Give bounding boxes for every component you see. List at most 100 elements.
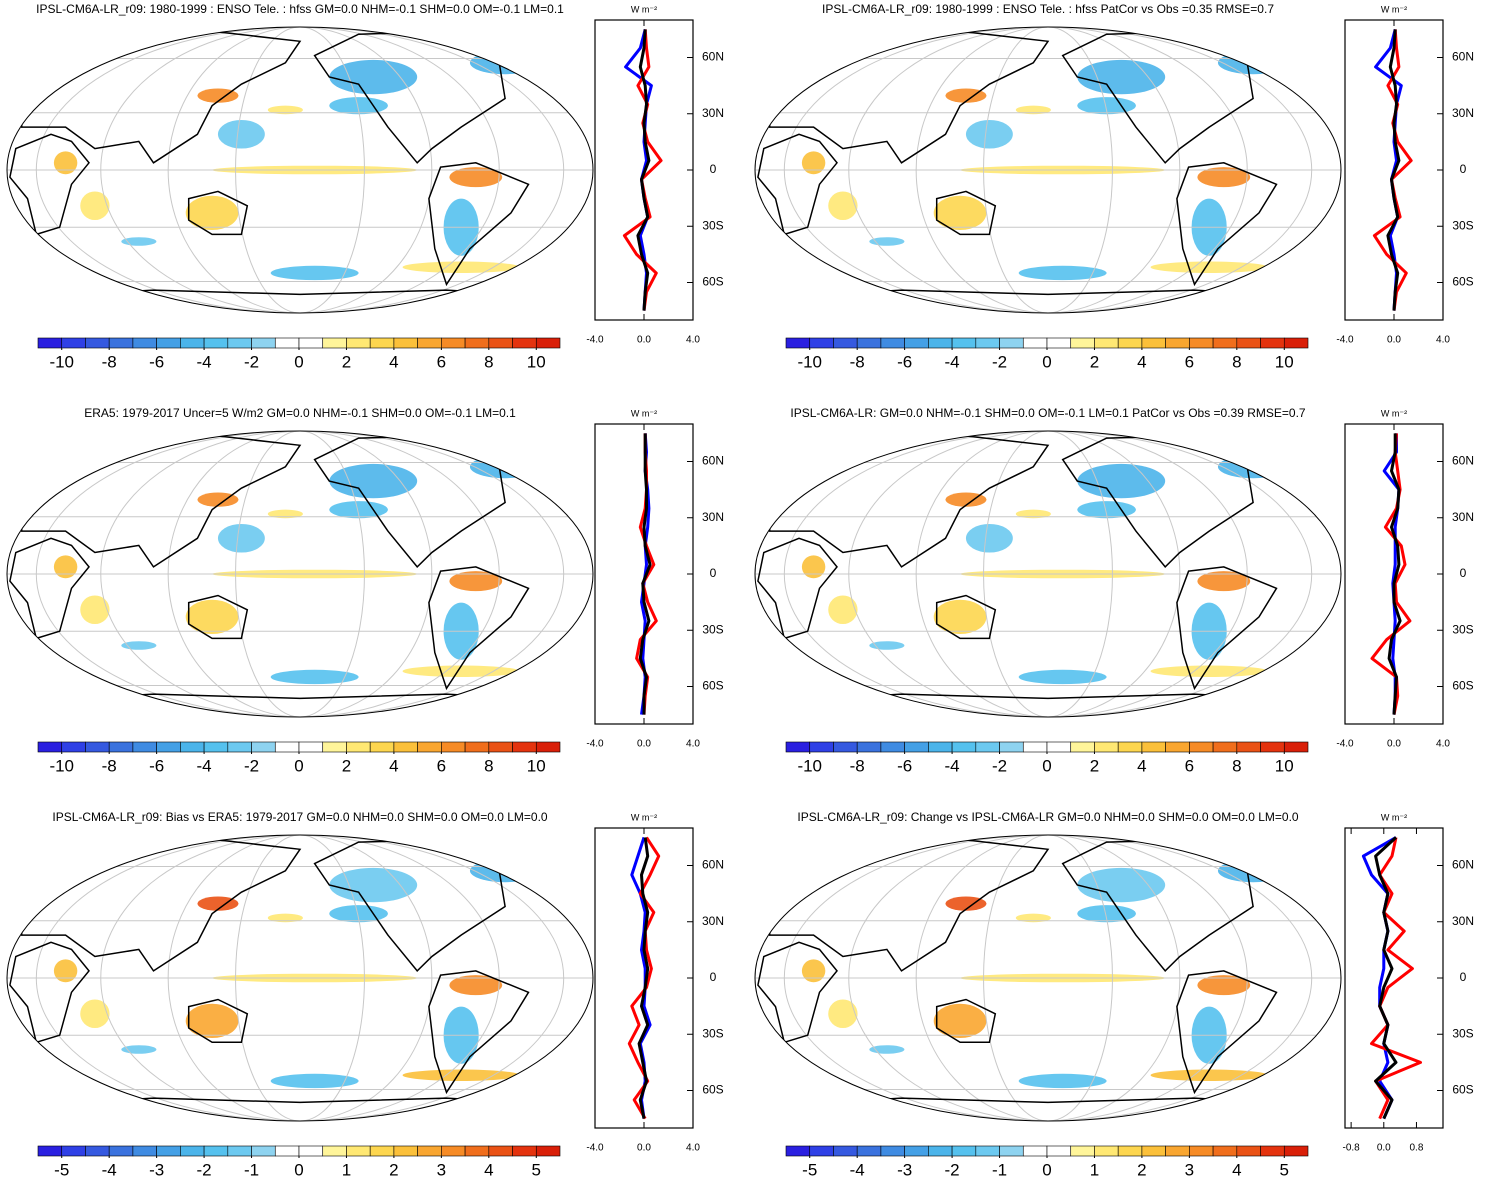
shading <box>449 571 503 592</box>
shading <box>1217 455 1289 479</box>
graticule <box>783 431 1313 717</box>
y-tick-label: 30N <box>1452 106 1474 120</box>
y-tick-label: 30S <box>702 622 723 636</box>
shading <box>402 665 520 677</box>
shading <box>869 1045 905 1054</box>
colorbar-label: -8 <box>102 352 117 371</box>
colorbar-box <box>251 1145 276 1157</box>
map-border <box>6 26 594 314</box>
shading <box>80 999 110 1029</box>
graticule <box>983 27 1113 313</box>
shading <box>469 51 541 75</box>
colorbar-label: -5 <box>54 1160 69 1179</box>
y-tick-label: 0 <box>710 162 717 176</box>
shading <box>1015 913 1051 923</box>
coastline <box>935 594 997 640</box>
colorbar-box <box>108 741 134 753</box>
colorbar-label: 4 <box>389 352 398 371</box>
graticule <box>167 431 433 717</box>
y-tick-label: 30N <box>702 106 724 120</box>
shading <box>1077 501 1136 519</box>
panel: IPSL-CM6A-LR_r09: Bias vs ERA5: 1979-201… <box>6 810 724 1179</box>
colorbar-box <box>441 741 466 753</box>
shading <box>1150 261 1268 273</box>
colorbar-box <box>274 337 300 349</box>
colorbar-box <box>1236 741 1261 753</box>
coastline <box>510 434 560 472</box>
panel: ERA5: 1979-2017 Uncer=5 W/m2 GM=0.0 NHM=… <box>6 406 724 775</box>
y-tick-label: 30S <box>1452 622 1473 636</box>
colorbar-label: 6 <box>1185 756 1194 775</box>
panel: IPSL-CM6A-LR_r09: 1980-1999 : ENSO Tele.… <box>6 2 724 371</box>
coastline <box>20 434 302 568</box>
colorbar-box <box>417 741 442 753</box>
x-tick-label: 4.0 <box>686 1143 700 1154</box>
shading <box>1197 975 1251 996</box>
shading <box>197 88 239 103</box>
colorbar-label: 4 <box>1137 352 1146 371</box>
panel: IPSL-CM6A-LR: GM=0.0 NHM=-0.1 SHM=0.0 OM… <box>754 406 1474 775</box>
colorbar-label: -6 <box>897 352 912 371</box>
colorbar-box <box>156 741 181 753</box>
shading <box>53 555 78 579</box>
colorbar-box <box>1283 741 1309 753</box>
colorbar-box <box>393 1145 418 1157</box>
panel-title: ERA5: 1979-2017 Uncer=5 W/m2 GM=0.0 NHM=… <box>84 406 516 420</box>
colorbar-box <box>441 1145 466 1157</box>
colorbar-box <box>809 1145 834 1157</box>
colorbar-box <box>975 741 1000 753</box>
colorbar-label: 0 <box>1042 1160 1051 1179</box>
coastline <box>20 30 302 164</box>
colorbar-label: 2 <box>342 756 351 775</box>
shading <box>270 669 359 685</box>
shading <box>1077 59 1166 95</box>
panel-title: IPSL-CM6A-LR_r09: 1980-1999 : ENSO Tele.… <box>36 2 564 16</box>
graticule <box>167 835 433 1121</box>
shading <box>945 88 987 103</box>
colorbar-box <box>1165 337 1190 349</box>
coastline <box>757 537 838 640</box>
colorbar-box <box>203 741 229 753</box>
coastline <box>935 190 997 236</box>
x-tick-label: 0.0 <box>637 739 651 750</box>
map-border <box>754 834 1342 1122</box>
x-tick-label: 4.0 <box>686 335 700 346</box>
colorbar-label: 3 <box>437 1160 446 1179</box>
x-tick-label: -4.0 <box>586 335 604 346</box>
coastline <box>1176 566 1278 691</box>
colorbar-label: -10 <box>797 352 822 371</box>
colorbar-label: -6 <box>149 352 164 371</box>
colorbar-label: 6 <box>437 352 446 371</box>
shading <box>267 105 303 115</box>
colorbar-box <box>1212 337 1238 349</box>
colorbar-box <box>251 741 276 753</box>
graticule <box>983 835 1113 1121</box>
coastline <box>768 838 1050 972</box>
colorbar-box <box>1165 1145 1190 1157</box>
colorbar-box <box>785 1145 811 1157</box>
y-tick-label: 30N <box>1452 914 1474 928</box>
colorbar-box <box>785 337 811 349</box>
graticule <box>35 835 565 1121</box>
coastline <box>1258 30 1308 68</box>
colorbar-label: 1 <box>1090 1160 1099 1179</box>
colorbar-box <box>108 1145 134 1157</box>
y-tick-label: 0 <box>1460 566 1467 580</box>
colorbar-box <box>85 337 110 349</box>
shading <box>185 599 239 635</box>
colorbar-box <box>227 1145 252 1157</box>
shading <box>185 195 239 231</box>
coastline <box>1258 434 1308 472</box>
colorbar-box <box>464 1145 490 1157</box>
colorbar-box <box>512 741 537 753</box>
colorbar-label: -8 <box>850 756 865 775</box>
colorbar-label: 0 <box>1042 756 1051 775</box>
shading <box>965 927 1013 957</box>
shading <box>469 455 541 479</box>
colorbar-label: -4 <box>197 352 212 371</box>
shading <box>53 151 78 175</box>
colorbar-box <box>951 337 977 349</box>
colorbar-box <box>393 741 418 753</box>
shading <box>329 905 388 923</box>
panel-title: IPSL-CM6A-LR_r09: Change vs IPSL-CM6A-LR… <box>797 810 1299 824</box>
